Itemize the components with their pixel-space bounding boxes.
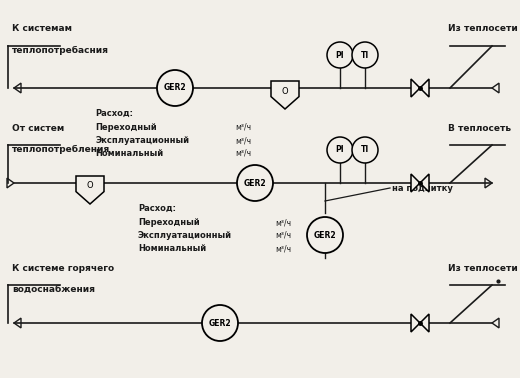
Text: Номинальный: Номинальный — [95, 149, 163, 158]
Polygon shape — [271, 81, 299, 109]
Text: Переходный: Переходный — [138, 218, 200, 227]
Polygon shape — [411, 314, 420, 332]
Text: К системе горячего: К системе горячего — [12, 264, 114, 273]
Text: О: О — [282, 87, 288, 96]
Text: на подпитку: на подпитку — [392, 184, 453, 193]
Text: TI: TI — [361, 146, 369, 155]
Polygon shape — [411, 79, 420, 97]
Text: К системам: К системам — [12, 24, 72, 33]
Text: О: О — [87, 181, 93, 191]
Text: PI: PI — [336, 51, 344, 59]
Polygon shape — [420, 79, 429, 97]
Text: TI: TI — [361, 51, 369, 59]
Text: теплопотребления: теплопотребления — [12, 145, 110, 154]
Circle shape — [307, 217, 343, 253]
Circle shape — [237, 165, 273, 201]
Text: м³/ч: м³/ч — [275, 218, 291, 227]
Text: Эксплуатационный: Эксплуатационный — [95, 136, 189, 145]
Text: водоснабжения: водоснабжения — [12, 285, 95, 294]
Text: м³/ч: м³/ч — [235, 123, 251, 132]
Circle shape — [327, 42, 353, 68]
Text: В теплосеть: В теплосеть — [448, 124, 511, 133]
Text: PI: PI — [336, 146, 344, 155]
Text: м³/ч: м³/ч — [275, 231, 291, 240]
Text: GER2: GER2 — [314, 231, 336, 240]
Polygon shape — [411, 174, 420, 192]
Polygon shape — [420, 174, 429, 192]
Circle shape — [202, 305, 238, 341]
Text: Из теплосети: Из теплосети — [448, 264, 518, 273]
Circle shape — [157, 70, 193, 106]
Circle shape — [352, 137, 378, 163]
Text: От систем: От систем — [12, 124, 64, 133]
Text: м³/ч: м³/ч — [275, 244, 291, 253]
Text: Расход:: Расход: — [95, 109, 133, 118]
Polygon shape — [420, 314, 429, 332]
Text: м³/ч: м³/ч — [235, 136, 251, 145]
Text: Эксплуатационный: Эксплуатационный — [138, 231, 232, 240]
Text: м³/ч: м³/ч — [235, 149, 251, 158]
Text: GER2: GER2 — [244, 178, 266, 187]
Text: Номинальный: Номинальный — [138, 244, 206, 253]
Polygon shape — [76, 176, 104, 204]
Circle shape — [327, 137, 353, 163]
Text: теплопотребасния: теплопотребасния — [12, 46, 109, 55]
Circle shape — [352, 42, 378, 68]
Text: Переходный: Переходный — [95, 123, 157, 132]
Text: GER2: GER2 — [164, 84, 186, 93]
Text: GER2: GER2 — [209, 319, 231, 327]
Text: Из теплосети: Из теплосети — [448, 24, 518, 33]
Text: Расход:: Расход: — [138, 204, 176, 213]
